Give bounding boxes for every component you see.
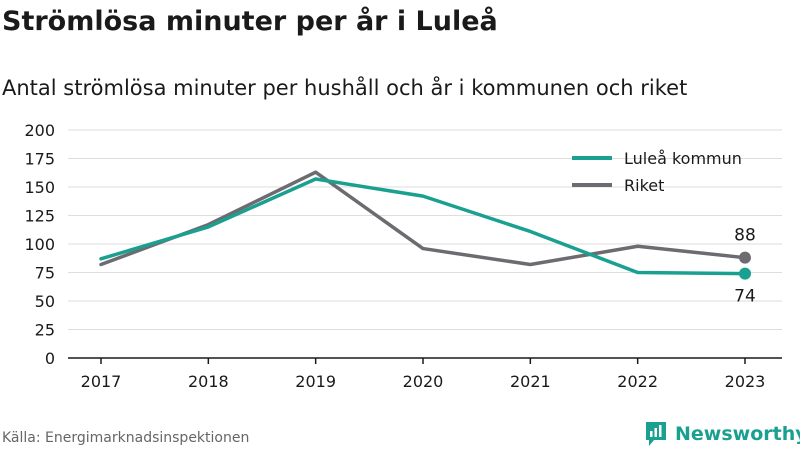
x-tick-label: 2022 [617, 372, 658, 391]
y-tick-label: 0 [45, 349, 55, 368]
x-tick-label: 2020 [403, 372, 444, 391]
legend: Luleå kommun Riket [572, 149, 742, 195]
x-tick-label: 2021 [510, 372, 551, 391]
data-label-lule-kommun: 74 [734, 287, 756, 307]
legend-label: Luleå kommun [624, 149, 742, 168]
x-tick-label: 2017 [81, 372, 122, 391]
y-tick-label: 175 [24, 150, 55, 169]
y-tick-label: 150 [24, 178, 55, 197]
x-tick-label: 2023 [725, 372, 766, 391]
brand-logo[interactable]: Newsworthy [645, 421, 800, 447]
series-line-riket [99, 170, 747, 267]
chart-title: Strömlösa minuter per år i Luleå [2, 6, 498, 37]
data-label-riket: 88 [734, 226, 756, 246]
y-tick-label: 50 [35, 292, 55, 311]
series-lines: 74 88 [99, 170, 756, 307]
y-tick-label: 125 [24, 207, 55, 226]
newsworthy-logo-icon [646, 422, 666, 446]
y-tick-label: 75 [35, 264, 55, 283]
brand-name: Newsworthy [675, 423, 800, 445]
x-axis: 2017 2018 2019 2020 2021 2022 2023 [68, 357, 782, 391]
x-tick-label: 2019 [295, 372, 336, 391]
y-tick-label: 100 [24, 235, 55, 254]
end-point-riket [739, 251, 751, 264]
end-point-lule-kommun [739, 267, 751, 280]
legend-label: Riket [624, 176, 664, 195]
y-tick-label: 25 [35, 321, 55, 340]
x-tick-label: 2018 [188, 372, 229, 391]
y-tick-label: 200 [24, 121, 55, 140]
series-line-lule-kommun [99, 177, 747, 276]
chart-subtitle: Antal strömlösa minuter per hushåll och … [2, 76, 688, 100]
y-axis-ticks: 0 25 50 75 100 125 150 175 200 [24, 121, 55, 368]
source-note: Källa: Energimarknadsinspektionen [2, 430, 250, 446]
